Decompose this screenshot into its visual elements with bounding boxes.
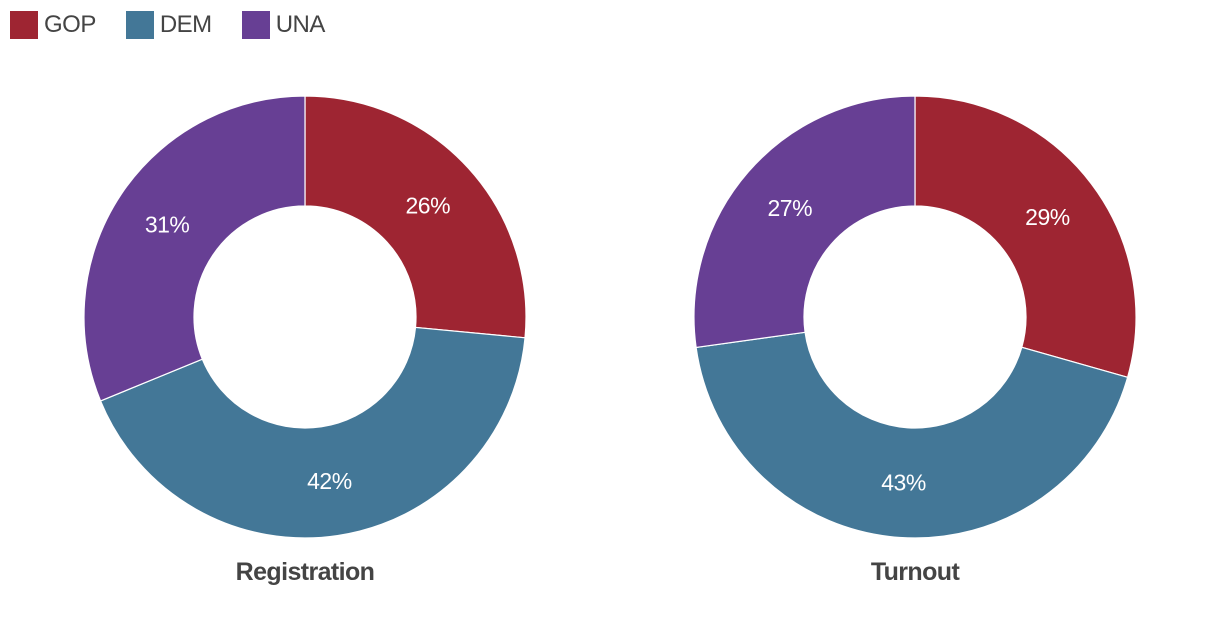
legend-label-dem: DEM: [159, 11, 212, 38]
chart-legend: GOP DEM UNA: [10, 10, 355, 40]
turnout-chart-title: Turnout: [871, 558, 961, 586]
slice-label-una: 27%: [768, 195, 813, 221]
slice-una: [83, 95, 306, 402]
slice-dem: [99, 326, 526, 539]
registration-chart-title: Registration: [236, 558, 375, 586]
slice-label-gop: 29%: [1025, 204, 1070, 230]
slice-label-dem: 43%: [881, 470, 926, 496]
legend-item-gop: GOP: [10, 11, 96, 39]
legend-swatch-una: [241, 11, 270, 39]
legend-label-una: UNA: [275, 11, 326, 38]
legend-swatch-gop: [10, 11, 38, 39]
slice-label-una: 31%: [145, 212, 190, 238]
slice-gop: [304, 95, 527, 339]
legend-swatch-dem: [125, 11, 154, 39]
slice-dem: [695, 331, 1129, 539]
turnout-donut-chart: 29% 43% 27% Turnout: [693, 95, 1137, 586]
slice-gop: [914, 95, 1137, 379]
slice-label-dem: 42%: [307, 468, 352, 494]
slice-label-gop: 26%: [406, 192, 451, 218]
legend-item-una: UNA: [241, 11, 326, 39]
registration-donut-chart: 26% 42% 31% Registration: [83, 95, 527, 586]
legend-label-gop: GOP: [44, 11, 96, 38]
slice-una: [693, 95, 916, 349]
legend-item-dem: DEM: [125, 11, 212, 39]
